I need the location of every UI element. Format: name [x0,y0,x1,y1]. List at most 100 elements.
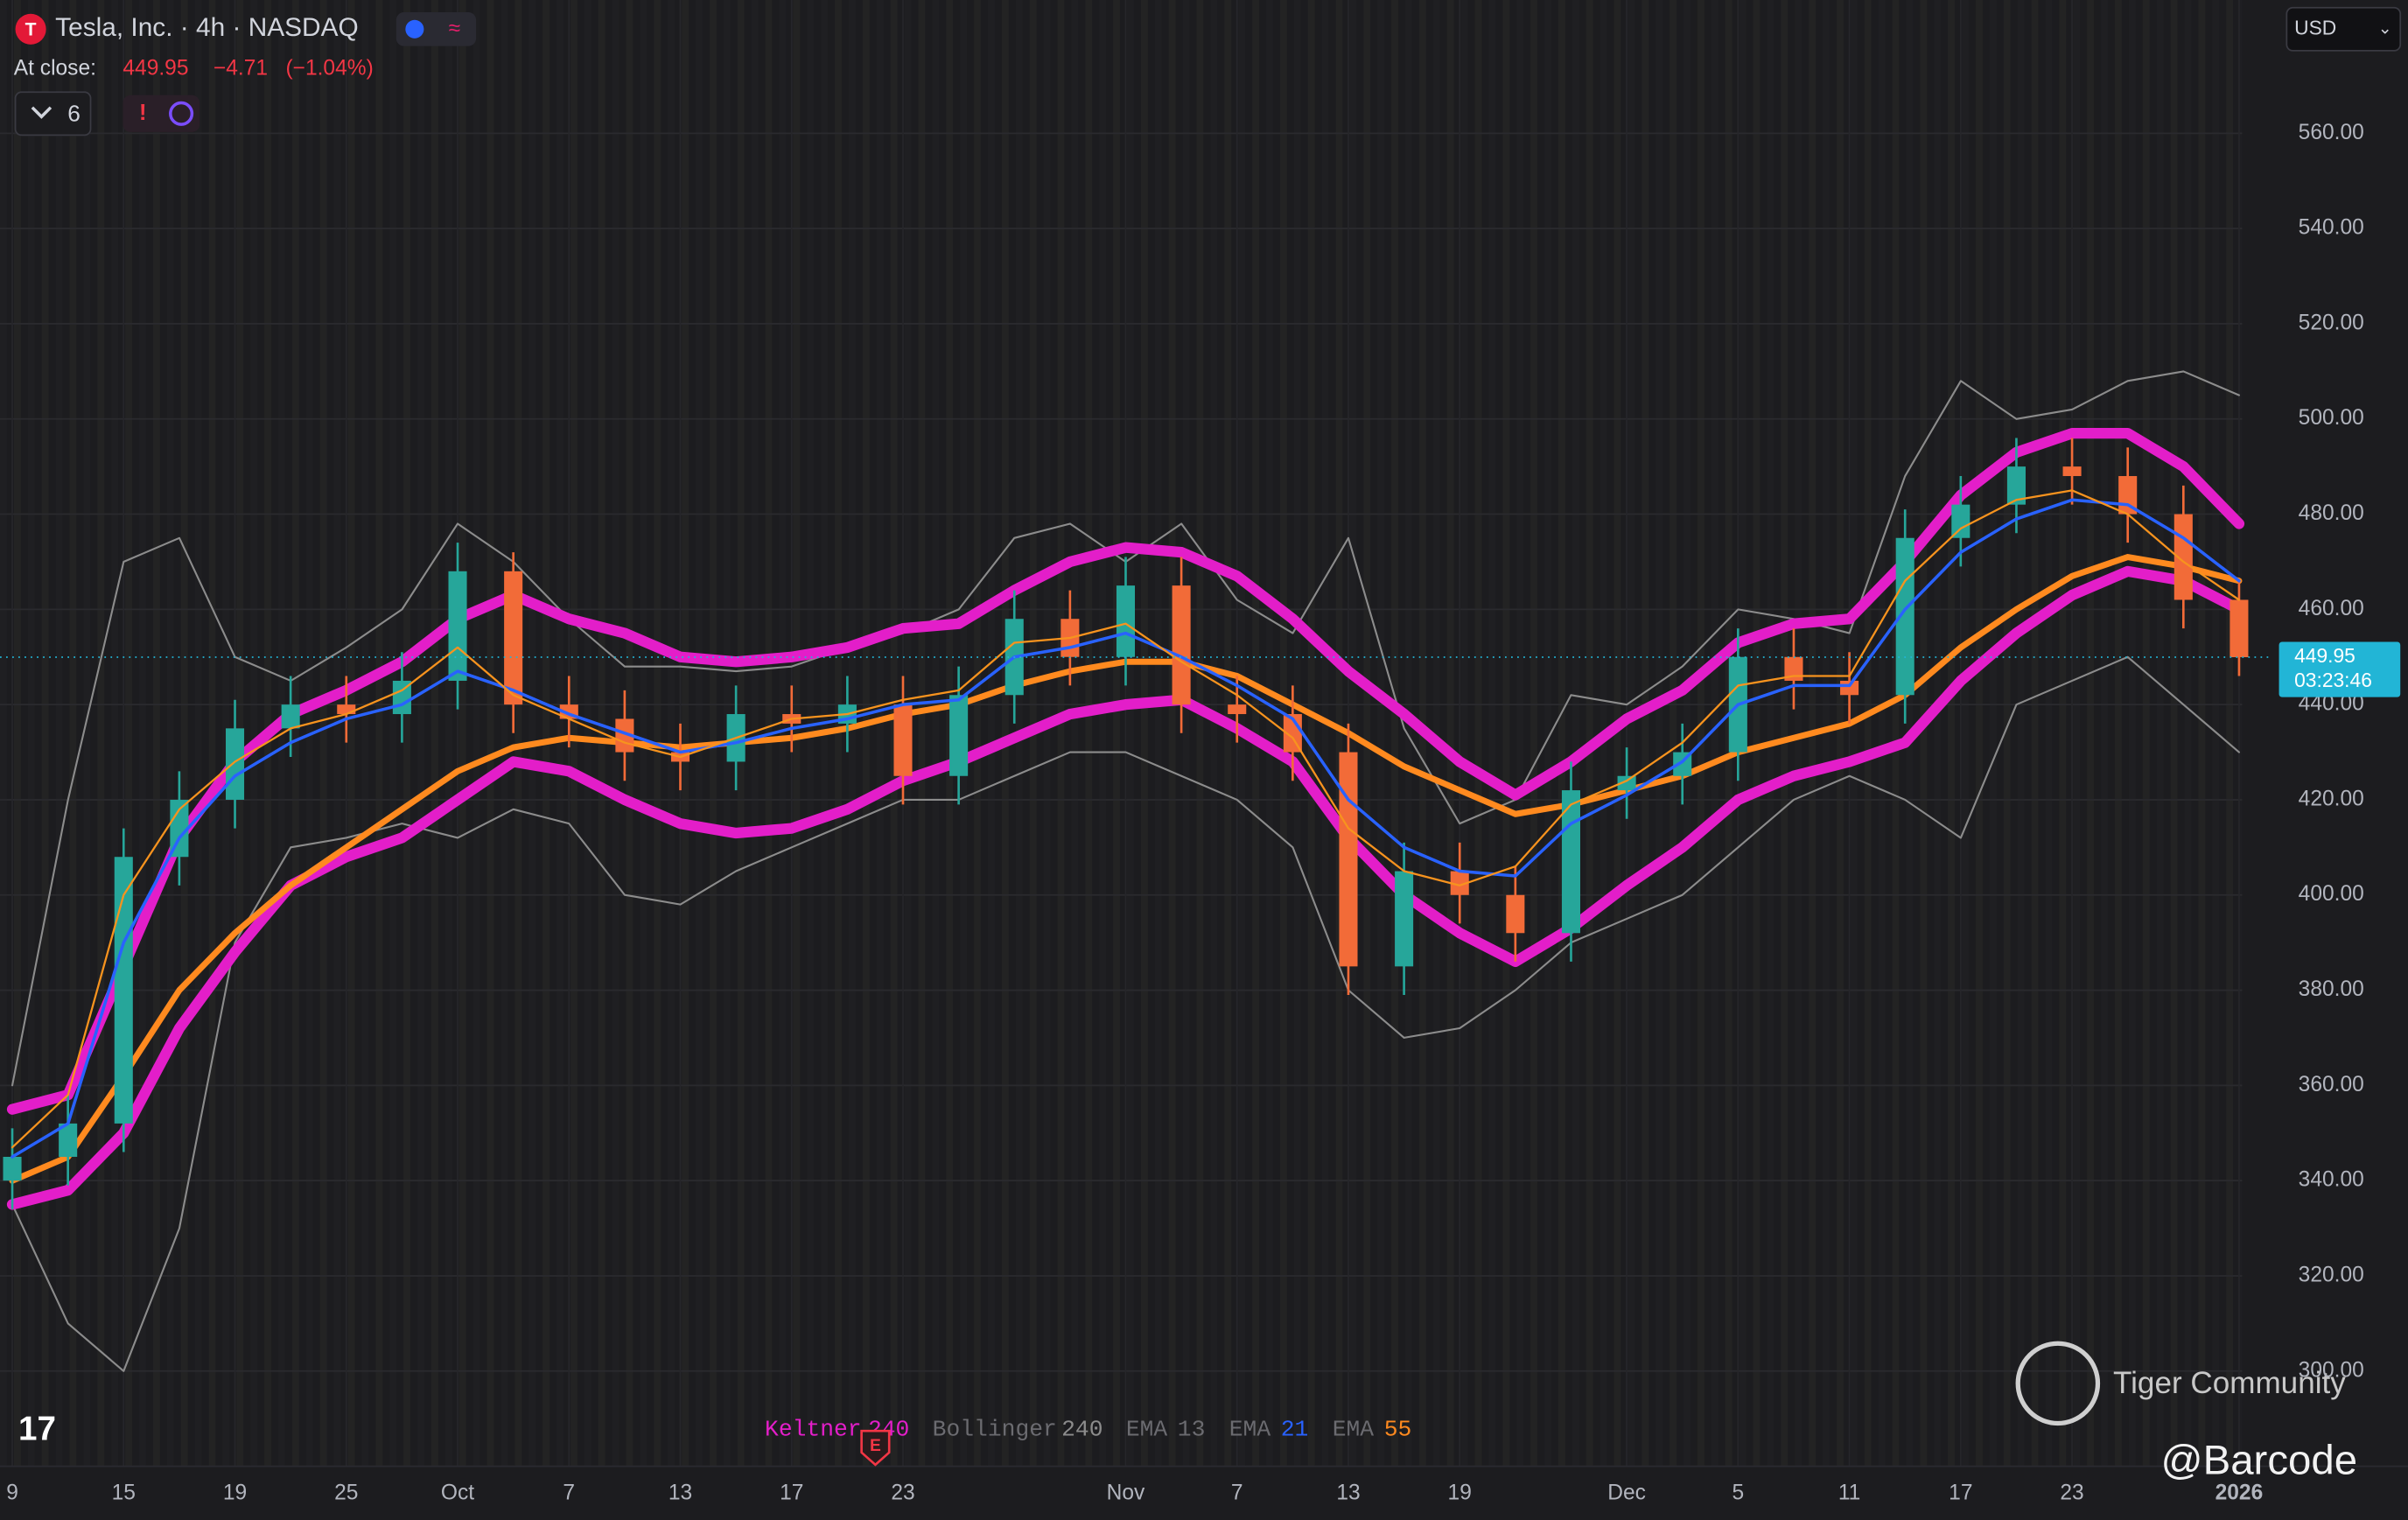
stripe [152,0,160,1467]
candle-body [1506,894,1525,934]
stripe [848,0,856,1467]
stripe [1572,0,1579,1467]
watermark: Tiger Community @Barcode [2015,1341,2357,1484]
stripe [542,0,550,1467]
stripe [932,0,940,1467]
stripe [1989,0,1997,1467]
legend-name: EMA [1333,1416,1375,1442]
change-percent: (−1.04%) [285,56,373,80]
candle-body [170,799,189,858]
stripe [403,0,411,1467]
legend-param: 55 [1384,1416,1412,1442]
stripe [779,0,787,1467]
stripe [319,0,327,1467]
stripe [1252,0,1260,1467]
y-tick-label: 520.00 [2299,311,2364,334]
stripe [709,0,717,1467]
stripe [1001,0,1009,1467]
stripe [1446,0,1454,1467]
candle-body [2230,599,2249,658]
stripe [194,0,202,1467]
stripe [2003,0,2011,1467]
alerts-badge[interactable] [122,95,200,132]
y-tick-label: 420.00 [2299,787,2364,810]
candle-body [504,571,523,705]
stripe [83,0,91,1467]
stripe [1113,0,1120,1467]
x-tick-label: 5 [1732,1481,1745,1505]
price-axis-bg [2242,0,2408,1467]
stripe [1432,0,1440,1467]
indicator-line [6,427,2245,1115]
stripe [458,0,466,1467]
countdown-label: 03:23:46 [2294,669,2372,691]
x-tick-label: Oct [441,1481,474,1505]
candle-body [1228,704,1247,715]
stripe [793,0,801,1467]
stripe [444,0,452,1467]
stripe [2184,0,2192,1467]
currency[interactable]: USD [2294,16,2336,39]
stripe [347,0,355,1467]
stripe [55,0,63,1467]
stripe [1892,0,1900,1467]
candle-body [448,571,467,681]
stripe [2073,0,2081,1467]
stripe [111,0,119,1467]
y-tick-label: 560.00 [2299,121,2364,144]
stripe [375,0,383,1467]
stripe [1488,0,1496,1467]
stripe [1586,0,1593,1467]
stripe [654,0,662,1467]
stripe [1307,0,1315,1467]
stripe [1823,0,1830,1467]
stripe [570,0,578,1467]
stripe [27,0,35,1467]
candle-body [949,695,969,776]
candle-body [893,704,913,776]
stripe [1628,0,1635,1467]
legend-name: Bollinger [933,1416,1057,1442]
currency-select[interactable] [2286,6,2402,52]
stripe [1920,0,1928,1467]
stripe [640,0,648,1467]
stripe [556,0,564,1467]
x-tick-label: 23 [2060,1481,2083,1505]
stripe [472,0,480,1467]
stripe [514,0,522,1467]
stripe [13,0,21,1467]
last-price-box [2278,641,2401,697]
stripe [1391,0,1399,1467]
watermark-logo [2015,1341,2101,1426]
stripe [528,0,536,1467]
stripe [1934,0,1942,1467]
y-tick-label: 540.00 [2299,216,2364,240]
stripe [1099,0,1107,1467]
x-tick-label: 19 [223,1481,247,1505]
stripe [1085,0,1093,1467]
stripe [1544,0,1551,1467]
stripe [1878,0,1886,1467]
stripe [1725,0,1732,1467]
stripe [333,0,341,1467]
stripe [2142,0,2150,1467]
data-icon: ≈ [449,17,460,40]
stripe [876,0,884,1467]
stripe [1670,0,1677,1467]
y-tick-label: 320.00 [2299,1263,2364,1286]
currency-caret: ⌄ [2378,19,2392,38]
candle-body [1116,585,1136,657]
stripe [1182,0,1190,1467]
stripe [1405,0,1412,1467]
legend-param: 13 [1178,1416,1206,1442]
legend-name: EMA [1126,1416,1168,1442]
change-value: −4.71 [214,56,268,80]
stripe [974,0,981,1467]
x-tick-label: 23 [891,1481,914,1505]
event-marker: E [860,1429,891,1467]
candle-body [114,857,133,1124]
x-tick-label: 17 [1949,1481,1972,1505]
sync-icon [169,101,194,126]
stripe [2128,0,2136,1467]
indicator-toggle[interactable] [14,91,92,137]
